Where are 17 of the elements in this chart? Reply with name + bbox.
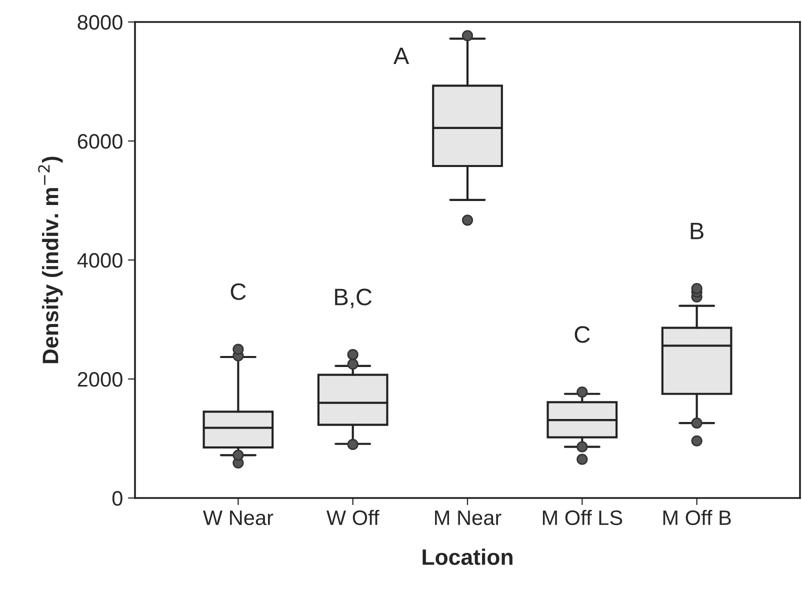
annotation: C bbox=[574, 326, 590, 343]
x-tick-label: W Off bbox=[326, 510, 380, 526]
y-axis-title: Density (indiv. m$^{−2}$) bbox=[38, 156, 63, 364]
annotation: B bbox=[690, 222, 704, 240]
x-tick-label: M Near bbox=[435, 510, 502, 526]
y-tick-label: 0 bbox=[112, 491, 122, 506]
annotation: B,C bbox=[335, 288, 372, 308]
y-tick-label: 4000 bbox=[77, 253, 122, 268]
x-tick-label: W Near bbox=[202, 510, 274, 526]
annotation: C bbox=[230, 283, 246, 300]
y-tick-label: 6000 bbox=[78, 134, 122, 149]
y-tick-label: 8000 bbox=[78, 15, 122, 30]
x-tick-label: M Off LS bbox=[542, 510, 622, 526]
annotation: A bbox=[393, 48, 410, 64]
y-tick-label: 2000 bbox=[78, 372, 122, 387]
x-tick-label: M Off B bbox=[663, 510, 731, 526]
x-axis-title: Location bbox=[422, 548, 512, 565]
